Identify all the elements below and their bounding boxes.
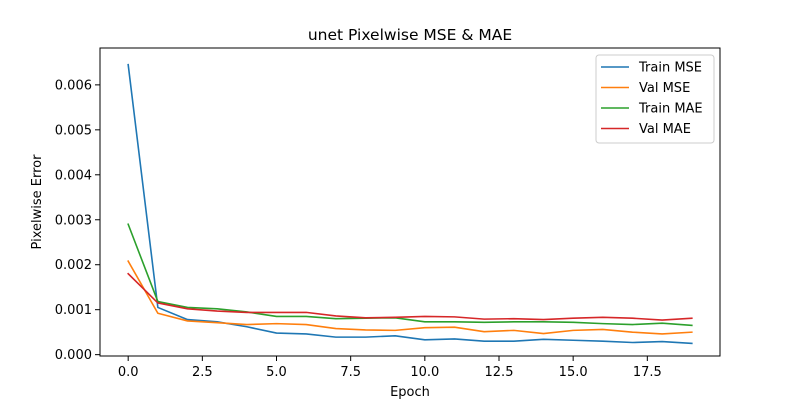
series-line-train-mae xyxy=(127,223,693,327)
x-tick-label: 0.0 xyxy=(118,365,139,380)
legend-label: Train MSE xyxy=(638,61,702,76)
chart-title: unet Pixelwise MSE & MAE xyxy=(308,26,512,44)
x-tick-label: 5.0 xyxy=(266,365,287,380)
plot-area xyxy=(99,47,721,357)
legend-label: Train MAE xyxy=(638,102,703,117)
x-tick-label: 10.0 xyxy=(410,365,439,380)
y-axis: 0.000 0.001 0.002 0.003 0.004 0.005 0.006 xyxy=(55,78,100,363)
y-tick-label: 0.003 xyxy=(55,213,92,228)
series-lines xyxy=(127,63,693,345)
y-tick-label: 0.005 xyxy=(55,123,92,138)
y-tick-label: 0.001 xyxy=(55,303,92,318)
legend-label: Val MSE xyxy=(639,81,690,96)
series-line-val-mse xyxy=(127,260,693,335)
x-axis: 0.0 2.5 5.0 7.5 10.0 12.5 15.0 17.5 xyxy=(118,356,662,380)
x-tick-label: 15.0 xyxy=(559,365,588,380)
x-tick-label: 7.5 xyxy=(340,365,361,380)
plot-frame xyxy=(99,47,721,357)
y-tick-label: 0.002 xyxy=(55,258,92,273)
legend-label: Val MAE xyxy=(639,122,691,137)
y-tick-label: 0.004 xyxy=(55,168,92,183)
y-tick-label: 0.000 xyxy=(55,348,92,363)
legend-box xyxy=(595,54,715,144)
x-tick-label: 12.5 xyxy=(485,365,514,380)
series-line-val-mae xyxy=(127,272,693,321)
x-axis-label: Epoch xyxy=(390,385,430,400)
y-axis-label: Pixelwise Error xyxy=(30,154,45,250)
x-tick-label: 17.5 xyxy=(633,365,662,380)
legend: Train MSE Val MSE Train MAE Val MAE xyxy=(595,54,715,144)
y-tick-label: 0.006 xyxy=(55,78,92,93)
x-tick-label: 2.5 xyxy=(192,365,213,380)
